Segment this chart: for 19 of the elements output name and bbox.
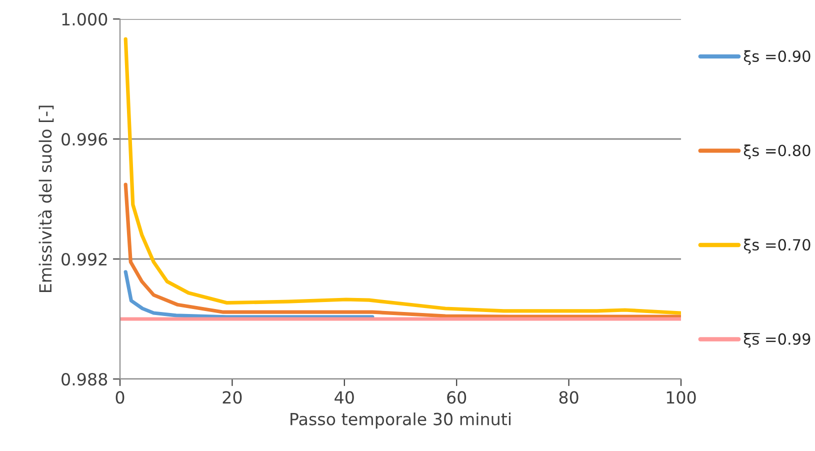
x-tick-label: 60 [447, 391, 466, 404]
x-tick-label: 100 [666, 391, 696, 404]
y-tick-label: 0.996 [62, 132, 108, 146]
legend-label: ξs =0.90 [744, 50, 810, 66]
legend-label: ξ̅s̅ =0.99 [744, 332, 810, 348]
x-tick-label: 80 [559, 391, 578, 404]
legend-label: ξs =0.80 [744, 144, 810, 160]
legend-label: ξs =0.70 [744, 238, 810, 254]
x-tick-label: 0 [116, 391, 124, 404]
y-tick-label: 1.000 [62, 12, 108, 26]
line-series [124, 270, 374, 319]
line-series [124, 37, 681, 315]
y-tick-label: 0.992 [62, 252, 107, 266]
y-tick-label: 0.988 [62, 372, 108, 386]
x-tick-label: 20 [222, 391, 242, 404]
line-series [124, 182, 681, 318]
x-axis-title: Passo temporale 30 minuti [290, 412, 510, 429]
x-tick-label: 40 [334, 391, 354, 404]
y-axis-title: Emissività del suolo [-] [38, 106, 54, 292]
